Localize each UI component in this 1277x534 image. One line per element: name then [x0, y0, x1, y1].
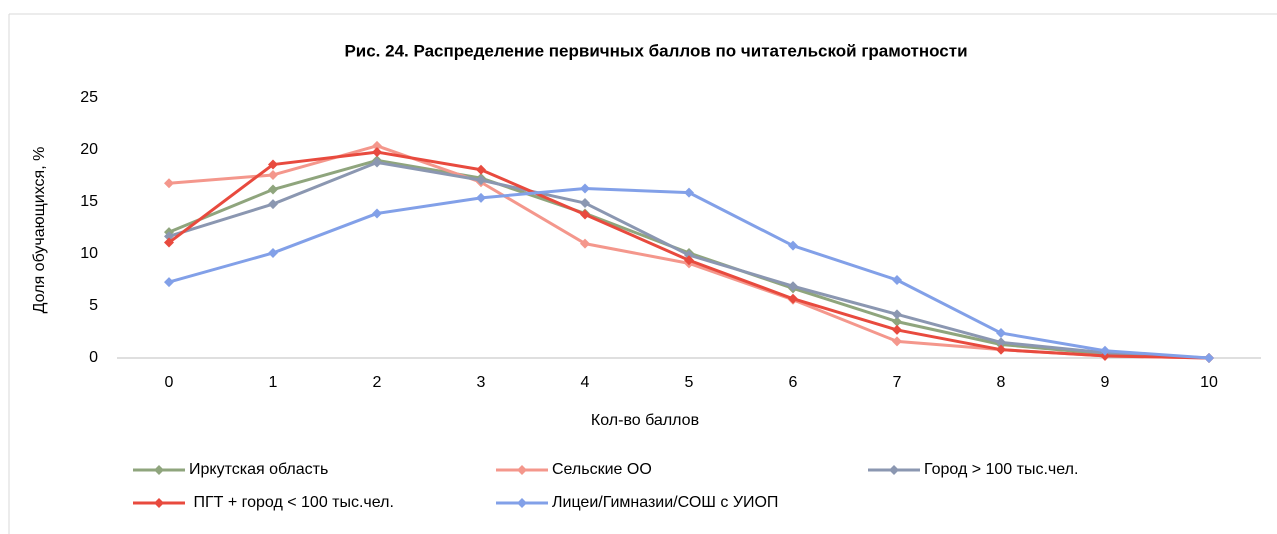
point-marker: [788, 240, 798, 251]
y-tick-label: 15: [80, 193, 98, 210]
point-marker: [476, 192, 486, 203]
point-marker: [164, 277, 174, 288]
legend-label: Лицеи/Гимназии/СОШ с УИОП: [552, 494, 778, 511]
point-marker: [996, 344, 1006, 355]
chart-title: Рис. 24. Распределение первичных баллов …: [344, 41, 967, 60]
point-marker: [1100, 345, 1110, 356]
point-marker: [892, 275, 902, 285]
point-marker: [372, 208, 382, 219]
point-marker: [684, 187, 694, 198]
y-tick-label: 20: [80, 141, 98, 158]
point-marker: [268, 169, 278, 180]
point-marker: [268, 247, 278, 258]
legend-marker: [154, 465, 164, 475]
point-marker: [1100, 350, 1110, 361]
legend-marker: [517, 465, 527, 475]
point-marker: [580, 198, 590, 209]
legend-marker: [517, 498, 527, 508]
point-marker: [372, 140, 382, 151]
y-tick-label: 10: [80, 245, 98, 262]
legend-marker: [889, 465, 899, 475]
point-marker: [1204, 353, 1214, 363]
point-marker: [580, 238, 590, 249]
x-tick-label: 9: [1101, 374, 1110, 391]
x-tick-label: 2: [373, 374, 382, 391]
y-tick-label: 5: [89, 297, 98, 314]
series-line: [168, 186, 1210, 360]
legend-label: Иркутская область: [189, 461, 328, 478]
x-axis-label: Кол-во баллов: [591, 412, 699, 429]
x-tick-label: 8: [997, 374, 1006, 391]
x-tick-label: 6: [789, 374, 798, 391]
point-marker: [268, 199, 278, 210]
point-marker: [164, 178, 174, 189]
point-marker: [268, 159, 278, 170]
legend-label: Город > 100 тыс.чел.: [924, 461, 1078, 478]
point-marker: [580, 209, 590, 220]
point-marker: [476, 164, 486, 175]
legend-marker: [154, 498, 164, 508]
point-marker: [372, 147, 382, 158]
point-marker: [892, 316, 902, 327]
point-marker: [684, 250, 694, 261]
point-marker: [268, 184, 278, 195]
x-tick-label: 1: [269, 374, 278, 391]
point-marker: [684, 255, 694, 266]
x-tick-label: 7: [893, 374, 902, 391]
x-tick-label: 0: [165, 374, 174, 391]
point-marker: [892, 336, 902, 347]
point-marker: [476, 175, 486, 186]
point-marker: [996, 328, 1006, 339]
point-marker: [788, 281, 798, 292]
point-marker: [788, 293, 798, 304]
legend-label: ПГТ + город < 100 тыс.чел.: [189, 494, 394, 511]
x-tick-label: 4: [581, 374, 590, 391]
point-marker: [164, 237, 174, 248]
legend-label: Сельские ОО: [552, 461, 652, 478]
point-marker: [892, 309, 902, 320]
x-tick-label: 5: [685, 374, 694, 391]
y-tick-label: 0: [89, 349, 98, 366]
point-marker: [996, 337, 1006, 348]
x-tick-label: 3: [477, 374, 486, 391]
point-marker: [580, 183, 590, 194]
y-axis-label: Доля обучающихся, %: [31, 147, 48, 314]
point-marker: [372, 157, 382, 168]
y-tick-label: 25: [80, 89, 98, 106]
x-tick-label: 10: [1200, 374, 1218, 391]
point-marker: [892, 324, 902, 335]
